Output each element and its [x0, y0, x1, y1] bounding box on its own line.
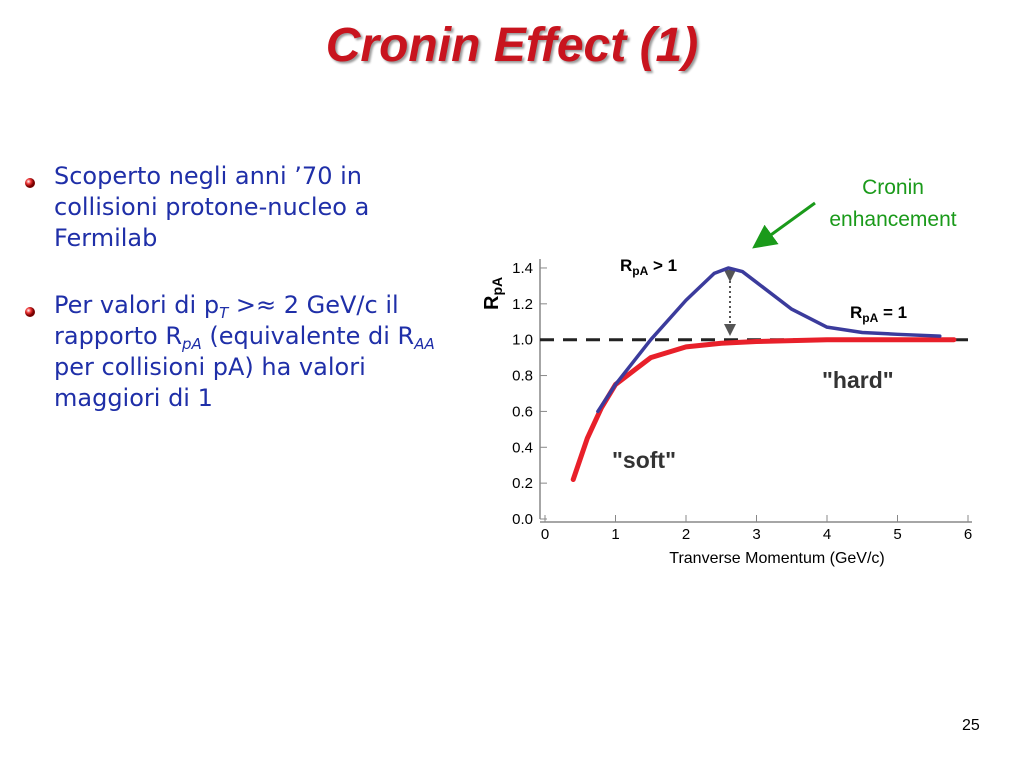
y-label-sub: pA: [489, 277, 505, 296]
bullet-marker: [25, 178, 35, 188]
annotation-rest: > 1: [648, 256, 677, 275]
bullet-text: Per valori di p: [54, 291, 220, 319]
page-number: 25: [962, 717, 980, 734]
x-tick-label: 2: [682, 526, 690, 543]
bullet: Scoperto negli anni ’70 in collisioni pr…: [54, 161, 459, 254]
bullet-text: >≈ 2 GeV/c il rapporto R: [54, 291, 399, 350]
x-axis-label: Tranverse Momentum (GeV/c): [669, 550, 884, 567]
annotation-base: R: [850, 303, 862, 322]
curve: [570, 337, 957, 483]
y-tick-label: 1.2: [512, 296, 533, 313]
x-tick-label: 0: [541, 526, 549, 543]
bullet-marker: [25, 307, 35, 317]
bullet-text: per collisioni pA) ha valori maggiori di…: [54, 353, 366, 412]
annotation-sub: pA: [632, 264, 648, 278]
slide-title: Cronin Effect (1): [325, 19, 699, 72]
annotation-rest: = 1: [878, 303, 907, 322]
annotation: RpA > 1: [620, 256, 677, 278]
y-tick-label: 0.0: [512, 511, 533, 528]
hard-label: "hard": [822, 367, 894, 393]
subscript: pA: [182, 335, 202, 353]
subscript: AA: [414, 335, 435, 353]
y-tick-label: 0.6: [512, 403, 533, 420]
y-tick-label: 1.4: [512, 260, 533, 277]
y-tick-label: 1.0: [512, 332, 533, 349]
y-axis-label: RpA: [481, 277, 505, 310]
x-tick-label: 3: [752, 526, 760, 543]
cronin-label: Cronin: [862, 176, 924, 199]
annotation-base: R: [620, 256, 632, 275]
cronin-label: enhancement: [829, 208, 956, 231]
x-tick-label: 6: [964, 526, 972, 543]
y-tick-label: 0.2: [512, 475, 533, 492]
y-tick-label: 0.8: [512, 368, 533, 385]
y-label-base: R: [481, 295, 503, 310]
x-tick-label: 1: [611, 526, 619, 543]
soft-label: "soft": [612, 447, 676, 473]
annotation-sub: pA: [862, 311, 878, 325]
x-tick-label: 4: [823, 526, 831, 543]
cronin-arrow: [752, 201, 816, 249]
y-tick-label: 0.4: [512, 439, 533, 456]
curve: [596, 266, 942, 414]
subscript: T: [219, 304, 229, 322]
bullet-text: Scoperto negli anni ’70 in collisioni pr…: [54, 162, 370, 252]
x-tick-label: 5: [893, 526, 901, 543]
bullet: Per valori di pT >≈ 2 GeV/c il rapporto …: [54, 290, 459, 414]
annotation: RpA = 1: [850, 303, 907, 325]
bullet-text: (equivalente di R: [201, 322, 415, 350]
